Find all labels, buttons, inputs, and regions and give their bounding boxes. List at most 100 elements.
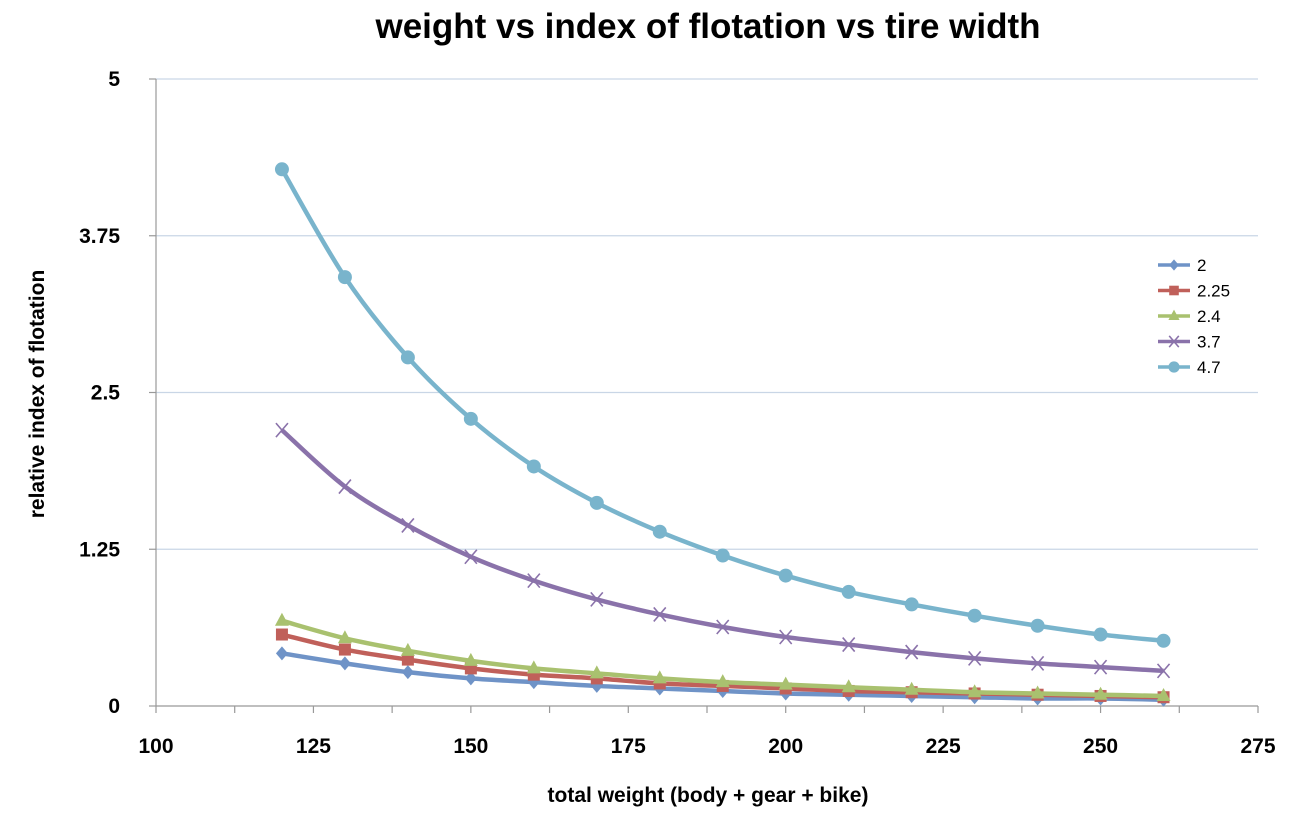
legend-item: 3.7 <box>1158 333 1221 352</box>
triangle-marker <box>967 684 982 698</box>
x-marker-stroke <box>527 573 541 589</box>
x-marker-stroke <box>779 629 793 645</box>
x-marker-stroke <box>1093 659 1108 675</box>
triangle-marker <box>1093 686 1108 700</box>
circle-marker <box>1168 361 1180 373</box>
circle-marker <box>400 350 415 365</box>
series-3.7 <box>275 422 1171 679</box>
circle-marker <box>1030 618 1045 633</box>
triangle-marker <box>400 642 415 656</box>
triangle-marker <box>1030 685 1045 699</box>
diamond-marker <box>338 656 351 671</box>
triangle-marker <box>1156 687 1171 701</box>
x-marker-stroke <box>968 650 982 666</box>
diamond-marker <box>1169 259 1179 271</box>
x-tick-label: 100 <box>138 735 173 758</box>
circle-marker <box>337 270 352 285</box>
circle-marker <box>904 597 919 612</box>
x-marker <box>338 479 352 495</box>
x-marker-stroke <box>338 479 352 495</box>
triangle-marker <box>1168 309 1180 320</box>
x-marker-stroke <box>653 606 667 622</box>
x-tick-label: 275 <box>1240 735 1275 758</box>
legend-label: 2 <box>1197 256 1206 275</box>
x-tick-label: 250 <box>1083 735 1118 758</box>
series-line <box>280 428 1164 674</box>
x-marker <box>905 644 919 660</box>
x-marker-stroke <box>842 637 856 653</box>
x-tick-label: 200 <box>768 735 803 758</box>
legend-item: 2.25 <box>1158 282 1230 301</box>
triangle-marker <box>463 652 478 666</box>
x-marker <box>968 650 982 666</box>
triangle-marker <box>652 670 667 684</box>
circle-marker <box>715 548 730 563</box>
x-marker-stroke <box>275 422 289 438</box>
triangle-marker <box>526 660 541 674</box>
square-marker <box>1169 285 1179 296</box>
square-marker <box>338 643 351 656</box>
x-marker <box>1168 335 1180 348</box>
series-4.7 <box>274 162 1171 648</box>
x-marker <box>779 629 793 645</box>
circle-marker <box>1093 627 1108 642</box>
circle-marker <box>463 411 478 426</box>
x-marker <box>1156 663 1171 679</box>
x-marker <box>716 619 730 635</box>
diamond-marker <box>401 665 414 680</box>
x-marker <box>464 549 478 565</box>
x-marker <box>1093 659 1108 675</box>
x-marker <box>653 606 667 622</box>
circle-marker <box>778 568 793 583</box>
series-2.4 <box>274 612 1171 701</box>
x-marker <box>527 573 541 589</box>
legend-item: 2.4 <box>1158 307 1221 326</box>
x-marker <box>590 591 604 607</box>
x-marker <box>275 422 289 438</box>
legend-label: 4.7 <box>1197 358 1221 377</box>
triangle-marker <box>904 681 919 695</box>
chart-title: weight vs index of flotation vs tire wid… <box>374 7 1040 46</box>
square-marker <box>275 628 288 641</box>
x-marker-stroke <box>1156 663 1171 679</box>
triangle-marker <box>778 676 793 690</box>
x-tick-label: 125 <box>296 735 331 758</box>
triangle-marker <box>274 612 289 626</box>
circle-marker <box>526 459 541 474</box>
legend-label: 3.7 <box>1197 333 1221 352</box>
y-axis-label: relative index of flotation <box>26 270 49 519</box>
diamond-marker <box>275 646 288 661</box>
x-tick-label: 175 <box>611 735 646 758</box>
x-marker-stroke <box>716 619 730 635</box>
legend-label: 2.25 <box>1197 282 1230 301</box>
circle-marker <box>841 584 856 599</box>
circle-marker <box>652 524 667 539</box>
circle-marker <box>967 608 982 623</box>
x-marker <box>401 517 415 533</box>
square-marker <box>401 653 414 666</box>
triangle-marker <box>589 665 604 679</box>
x-tick-label: 225 <box>926 735 961 758</box>
x-marker-stroke <box>1030 655 1045 671</box>
circle-marker <box>274 162 289 177</box>
x-axis-label: total weight (body + gear + bike) <box>548 784 869 807</box>
y-tick-label: 3.75 <box>79 225 120 248</box>
legend-item: 2 <box>1158 256 1206 275</box>
triangle-marker <box>337 630 352 644</box>
x-marker <box>1030 655 1045 671</box>
x-marker <box>842 637 856 653</box>
y-tick-label: 1.25 <box>79 538 120 561</box>
x-marker-stroke <box>1168 335 1180 348</box>
x-marker-stroke <box>590 591 604 607</box>
y-tick-label: 2.5 <box>91 382 121 405</box>
diamond-marker <box>464 671 477 686</box>
x-tick-label: 150 <box>453 735 488 758</box>
series-line <box>279 168 1164 644</box>
triangle-marker <box>841 679 856 693</box>
x-marker-stroke <box>905 644 919 660</box>
legend-label: 2.4 <box>1197 307 1221 326</box>
triangle-marker <box>715 674 730 688</box>
x-marker-stroke <box>464 549 478 565</box>
circle-marker <box>1156 633 1171 648</box>
